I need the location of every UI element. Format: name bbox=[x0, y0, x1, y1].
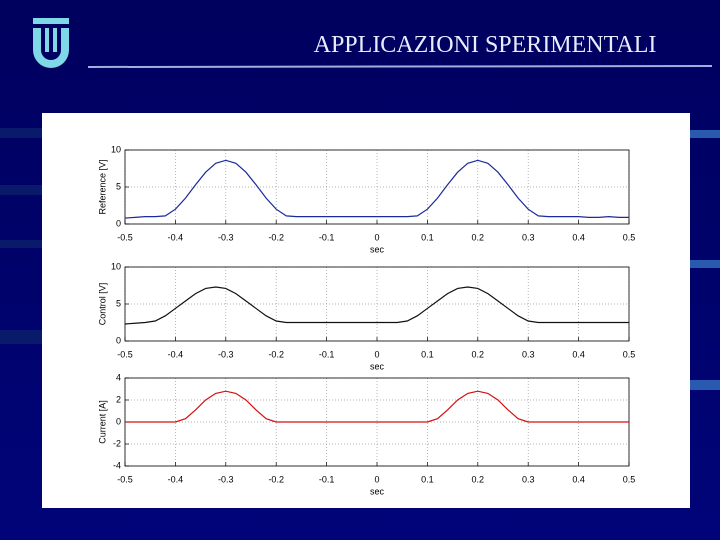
y-axis-label: Control [V] bbox=[97, 283, 107, 326]
x-tick-label: -0.2 bbox=[268, 474, 284, 484]
x-tick-label: 0 bbox=[374, 232, 379, 242]
y-tick-label: 10 bbox=[111, 144, 121, 154]
x-tick-label: 0.2 bbox=[472, 474, 485, 484]
x-tick-label: -0.5 bbox=[117, 349, 133, 359]
x-tick-label: 0.3 bbox=[522, 349, 535, 359]
x-tick-label: -0.1 bbox=[319, 232, 335, 242]
x-tick-label: 0.2 bbox=[472, 232, 485, 242]
x-tick-label: 0.5 bbox=[623, 349, 636, 359]
x-tick-label: -0.3 bbox=[218, 349, 234, 359]
x-axis-label: sec bbox=[370, 486, 385, 496]
x-tick-label: 0.5 bbox=[623, 474, 636, 484]
x-tick-label: -0.3 bbox=[218, 474, 234, 484]
y-tick-label: 5 bbox=[116, 181, 121, 191]
x-axis-label: sec bbox=[370, 244, 385, 254]
x-tick-label: 0.3 bbox=[522, 474, 535, 484]
y-axis-label: Current [A] bbox=[97, 400, 107, 444]
x-tick-label: -0.5 bbox=[117, 232, 133, 242]
x-tick-label: 0.4 bbox=[572, 349, 585, 359]
x-tick-label: -0.5 bbox=[117, 474, 133, 484]
x-tick-label: -0.1 bbox=[319, 349, 335, 359]
plot-frame bbox=[124, 149, 630, 225]
x-axis-label: sec bbox=[370, 361, 385, 371]
x-tick-label: -0.2 bbox=[268, 349, 284, 359]
decor-bars bbox=[0, 128, 720, 390]
title-rule bbox=[87, 65, 713, 68]
data-line bbox=[124, 159, 629, 219]
x-tick-label: 0.1 bbox=[421, 474, 434, 484]
y-tick-label: 0 bbox=[116, 416, 121, 426]
y-tick-label: 2 bbox=[116, 394, 121, 404]
y-tick-label: 5 bbox=[116, 298, 121, 308]
data-line bbox=[125, 390, 629, 423]
x-tick-label: -0.2 bbox=[268, 232, 284, 242]
x-tick-label: -0.4 bbox=[168, 474, 184, 484]
y-tick-label: 0 bbox=[116, 218, 121, 228]
x-tick-label: 0.4 bbox=[572, 232, 585, 242]
x-tick-label: -0.4 bbox=[168, 232, 184, 242]
x-tick-label: 0.1 bbox=[421, 349, 434, 359]
x-tick-label: 0.2 bbox=[472, 349, 485, 359]
y-axis-label: Reference [V] bbox=[97, 159, 107, 214]
slide-title: APPLICAZIONI SPERIMENTALI bbox=[314, 32, 657, 58]
y-tick-label: 4 bbox=[116, 372, 121, 382]
x-tick-label: -0.3 bbox=[218, 232, 234, 242]
x-tick-label: 0.3 bbox=[522, 232, 535, 242]
plot-frame bbox=[124, 266, 630, 342]
x-tick-label: 0.4 bbox=[572, 474, 585, 484]
x-tick-label: -0.1 bbox=[319, 474, 335, 484]
x-tick-label: 0.1 bbox=[421, 232, 434, 242]
y-tick-label: -2 bbox=[113, 438, 121, 448]
data-line bbox=[124, 286, 629, 325]
x-tick-label: 0 bbox=[374, 349, 379, 359]
logo bbox=[33, 18, 69, 68]
y-tick-label: 10 bbox=[111, 261, 121, 271]
x-tick-label: 0.5 bbox=[623, 232, 636, 242]
y-tick-label: 0 bbox=[116, 335, 121, 345]
x-tick-label: -0.4 bbox=[168, 349, 184, 359]
y-tick-label: -4 bbox=[113, 460, 121, 470]
x-tick-label: 0 bbox=[374, 474, 379, 484]
